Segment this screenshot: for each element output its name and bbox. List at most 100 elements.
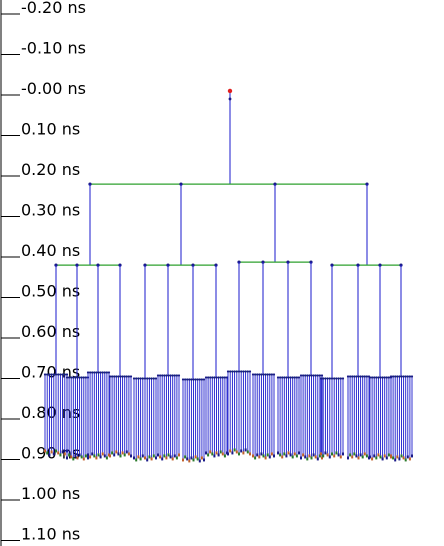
tree-node (226, 370, 230, 373)
sink-marker (308, 454, 311, 458)
sink-marker (266, 453, 269, 457)
tree-node (400, 375, 403, 378)
tree-node (368, 376, 372, 379)
tree-node (281, 376, 284, 379)
sink-marker (44, 449, 46, 453)
tree-node (258, 373, 261, 376)
sink-marker (252, 454, 254, 458)
tree-node (150, 377, 153, 380)
sink-marker (46, 451, 49, 455)
sink-marker (130, 454, 132, 458)
sink-marker (270, 452, 273, 456)
sink-marker (80, 455, 83, 459)
tree-node (268, 373, 271, 376)
tree-node (355, 375, 358, 378)
tree-node (146, 377, 149, 380)
sink-marker (141, 454, 144, 458)
tree-node (387, 376, 390, 379)
tree-node (341, 377, 345, 380)
sink-marker (101, 452, 104, 456)
tree-node (141, 377, 144, 380)
sink-marker (161, 457, 164, 461)
axis-tick-label: 0.30 ns (21, 201, 80, 220)
sink-marker (70, 455, 73, 459)
tree-node (50, 373, 53, 376)
sink-marker (150, 457, 153, 461)
tree-node (57, 373, 60, 376)
sink-marker (194, 455, 197, 459)
tree-node (209, 376, 212, 379)
sink-marker (369, 455, 371, 459)
sink-marker (262, 454, 265, 458)
sink-marker (396, 455, 399, 459)
sink-marker (221, 452, 224, 456)
tree-node (339, 377, 342, 380)
sink-marker (353, 452, 356, 456)
sink-marker (198, 459, 201, 463)
sink-marker (279, 453, 282, 457)
tree-node (184, 378, 187, 381)
tree-node (373, 376, 376, 379)
tree-node (127, 375, 130, 378)
tree-node (330, 377, 334, 380)
sink-marker (93, 454, 96, 458)
tree-node (320, 374, 324, 377)
sink-marker (322, 454, 325, 458)
tree-node (351, 375, 354, 378)
axis-tick-label: -0.20 ns (21, 0, 86, 17)
sink-marker (246, 450, 249, 454)
tree-node (63, 373, 66, 376)
sink-marker (113, 453, 116, 457)
tree-node (293, 376, 296, 379)
sink-marker (133, 456, 135, 460)
sink-marker (87, 453, 89, 457)
tree-node (154, 377, 158, 380)
tree-node (398, 375, 401, 378)
tree-node (219, 376, 222, 379)
sink-marker (188, 459, 191, 463)
sink-marker (148, 455, 151, 459)
tree-node (213, 376, 216, 379)
tree-node (177, 374, 181, 377)
tree-node (215, 376, 218, 379)
tree-node (287, 376, 290, 379)
sink-marker (89, 455, 92, 459)
sink-marker (361, 455, 364, 459)
sink-marker (169, 455, 172, 459)
sink-marker (111, 451, 114, 455)
sink-marker (333, 454, 336, 458)
tree-node (89, 371, 92, 374)
sink-marker (227, 452, 229, 456)
sink-marker (314, 455, 317, 459)
tree-node (377, 376, 380, 379)
sink-marker (127, 452, 130, 456)
sink-marker (302, 453, 305, 457)
tree-node (349, 375, 352, 378)
tree-node (406, 375, 409, 378)
sink-marker (242, 451, 245, 455)
tree-node (270, 373, 273, 376)
sink-marker (157, 453, 159, 457)
sink-marker (400, 454, 403, 458)
sink-marker (328, 455, 331, 459)
sink-marker (76, 456, 79, 460)
sink-marker (381, 457, 384, 461)
sink-marker (178, 453, 180, 457)
sink-marker (57, 451, 60, 455)
tree-node (107, 371, 111, 374)
sink-marker (192, 458, 195, 462)
sink-marker (139, 457, 142, 461)
tree-node (156, 374, 160, 377)
tree-node (272, 373, 276, 376)
tree-node (61, 373, 64, 376)
sink-marker (379, 455, 382, 459)
sink-marker (109, 454, 111, 458)
tree-node (97, 371, 100, 374)
tree-node (123, 375, 126, 378)
sink-marker (135, 458, 138, 462)
sink-marker (318, 454, 321, 458)
tree-node (48, 373, 51, 376)
sink-marker (394, 458, 397, 462)
tree-node (402, 375, 405, 378)
